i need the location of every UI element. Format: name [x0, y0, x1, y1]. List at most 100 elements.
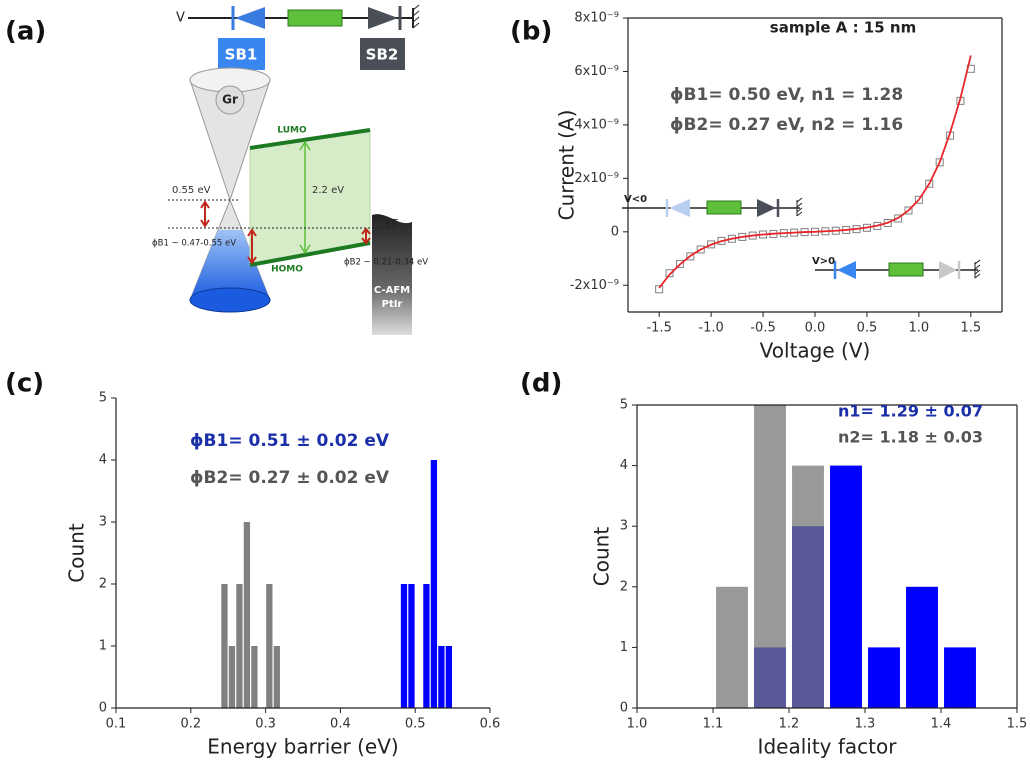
lumo-label: LUMO: [277, 126, 307, 136]
x-tick-label: 0.4: [330, 717, 351, 732]
lumo-line: [249, 128, 371, 150]
sb1-label: SB1: [225, 46, 258, 64]
annotation: n1= 1.29 ± 0.07: [838, 402, 983, 421]
y-tick-label: 5: [620, 398, 628, 413]
y-tick-label: 6x10⁻⁹: [574, 64, 619, 79]
y-axis-label: Count: [590, 527, 614, 587]
hist-bar: [228, 646, 236, 708]
barrier1-label: ϕB1 ~ 0.47-0.55 eV: [152, 239, 236, 249]
hist-bar: [906, 586, 938, 708]
diode-sb1: [235, 7, 265, 29]
cone-bottom: [189, 287, 271, 313]
y-tick-label: 0: [611, 224, 619, 239]
diode-sb2: [368, 7, 398, 29]
data-point: [894, 214, 903, 223]
x-tick-label: -1.5: [646, 321, 671, 336]
x-axis-label: Energy barrier (eV): [207, 735, 398, 759]
panel-label: (c): [5, 369, 44, 399]
gap-label: 2.2 eV: [312, 185, 344, 196]
hist-bar: [430, 460, 438, 708]
x-tick-label: 0.6: [480, 717, 501, 732]
data-point: [935, 158, 944, 167]
hist-bar: [408, 584, 415, 708]
data-point: [675, 259, 684, 268]
hist-bar: [400, 584, 408, 708]
diode-faded: [939, 261, 957, 279]
hist-bar: [445, 646, 453, 708]
hist-bar: [944, 647, 976, 708]
gap-arrow: [299, 140, 311, 255]
y-axis-label: Count: [65, 523, 89, 583]
hist-bar: [266, 584, 273, 708]
diode: [837, 261, 856, 279]
hist-bar: [221, 584, 228, 708]
y-tick-label: 4: [99, 453, 107, 468]
filled-states: [190, 230, 270, 300]
x-tick-label: 0.5: [405, 717, 426, 732]
x-tick-label: 1.1: [703, 717, 724, 732]
hist-bar: [438, 646, 445, 708]
data-point: [914, 195, 923, 204]
x-axis-label: Ideality factor: [758, 735, 898, 759]
homo-label: HOMO: [271, 265, 303, 275]
y-tick-label: 4x10⁻⁹: [574, 117, 619, 132]
x-tick-label: 1.0: [909, 321, 930, 336]
molecule: [888, 262, 924, 277]
data-point: [686, 252, 695, 261]
y-tick-label: 1: [620, 640, 628, 655]
hist-bar: [273, 646, 280, 708]
annotation: n2= 1.18 ± 0.03: [838, 428, 983, 447]
y-tick-label: 0: [99, 701, 107, 716]
homo-line: [249, 241, 371, 267]
hist-bar: [251, 646, 258, 708]
offset-arrow: [200, 200, 210, 228]
x-tick-label: 0.1: [106, 717, 127, 732]
panel-label: (d): [520, 369, 562, 399]
y-tick-label: -2x10⁻⁹: [570, 278, 619, 293]
hist-bar: [236, 584, 243, 708]
y-tick-label: 2: [99, 577, 107, 592]
x-tick-label: 1.2: [779, 717, 800, 732]
hist-bar: [423, 584, 430, 708]
y-tick-label: 0: [620, 701, 628, 716]
source-label: V: [176, 11, 185, 26]
data-point: [665, 269, 674, 278]
tip-metal: [372, 214, 412, 335]
y-tick-label: 5: [99, 391, 107, 406]
tip-label: PtIr: [382, 299, 403, 310]
data-point: [696, 245, 705, 254]
ground: [974, 259, 981, 279]
fit-line: [658, 55, 972, 289]
y-tick-label: 2x10⁻⁹: [574, 171, 619, 186]
fermi-label: εF.: [386, 217, 400, 230]
diode: [757, 199, 776, 217]
x-axis-label: Voltage (V): [760, 339, 871, 363]
offset-label: 0.55 eV: [172, 185, 211, 196]
ground-hatch: [412, 4, 420, 29]
label-box: [360, 38, 405, 70]
x-tick-label: 1.5: [960, 321, 981, 336]
chart-title: sample A : 15 nm: [770, 19, 916, 37]
y-tick-label: 2: [620, 579, 628, 594]
gr-badge: [215, 85, 245, 115]
barrier1-arrow: [247, 228, 257, 265]
x-tick-label: 0.3: [255, 717, 276, 732]
molecule: [287, 9, 343, 27]
hist-bar: [792, 465, 824, 708]
x-tick-label: 1.3: [855, 717, 876, 732]
annotation: ϕB2= 0.27 eV, n2 = 1.16: [670, 115, 903, 135]
x-tick-label: 1.5: [1007, 717, 1028, 732]
hist-bar: [830, 465, 862, 708]
x-tick-label: 1.4: [931, 717, 952, 732]
data-point: [655, 285, 664, 294]
barrier2-label: ϕB2 ~ 0.21-0.34 eV: [344, 258, 428, 268]
graphene-label: Gr: [222, 93, 238, 107]
hist-bar: [716, 586, 748, 708]
hist-bar: [243, 522, 251, 708]
device-diagram: V SB1 SB2 Gr LUMO HOMO 2.2 eV C-AFM PtIr…: [152, 4, 428, 335]
x-tick-label: -0.5: [750, 321, 775, 336]
annotation: ϕB2= 0.27 ± 0.02 eV: [190, 468, 390, 488]
data-point: [904, 206, 913, 215]
y-tick-label: 8x10⁻⁹: [574, 11, 619, 26]
ground: [796, 197, 803, 217]
